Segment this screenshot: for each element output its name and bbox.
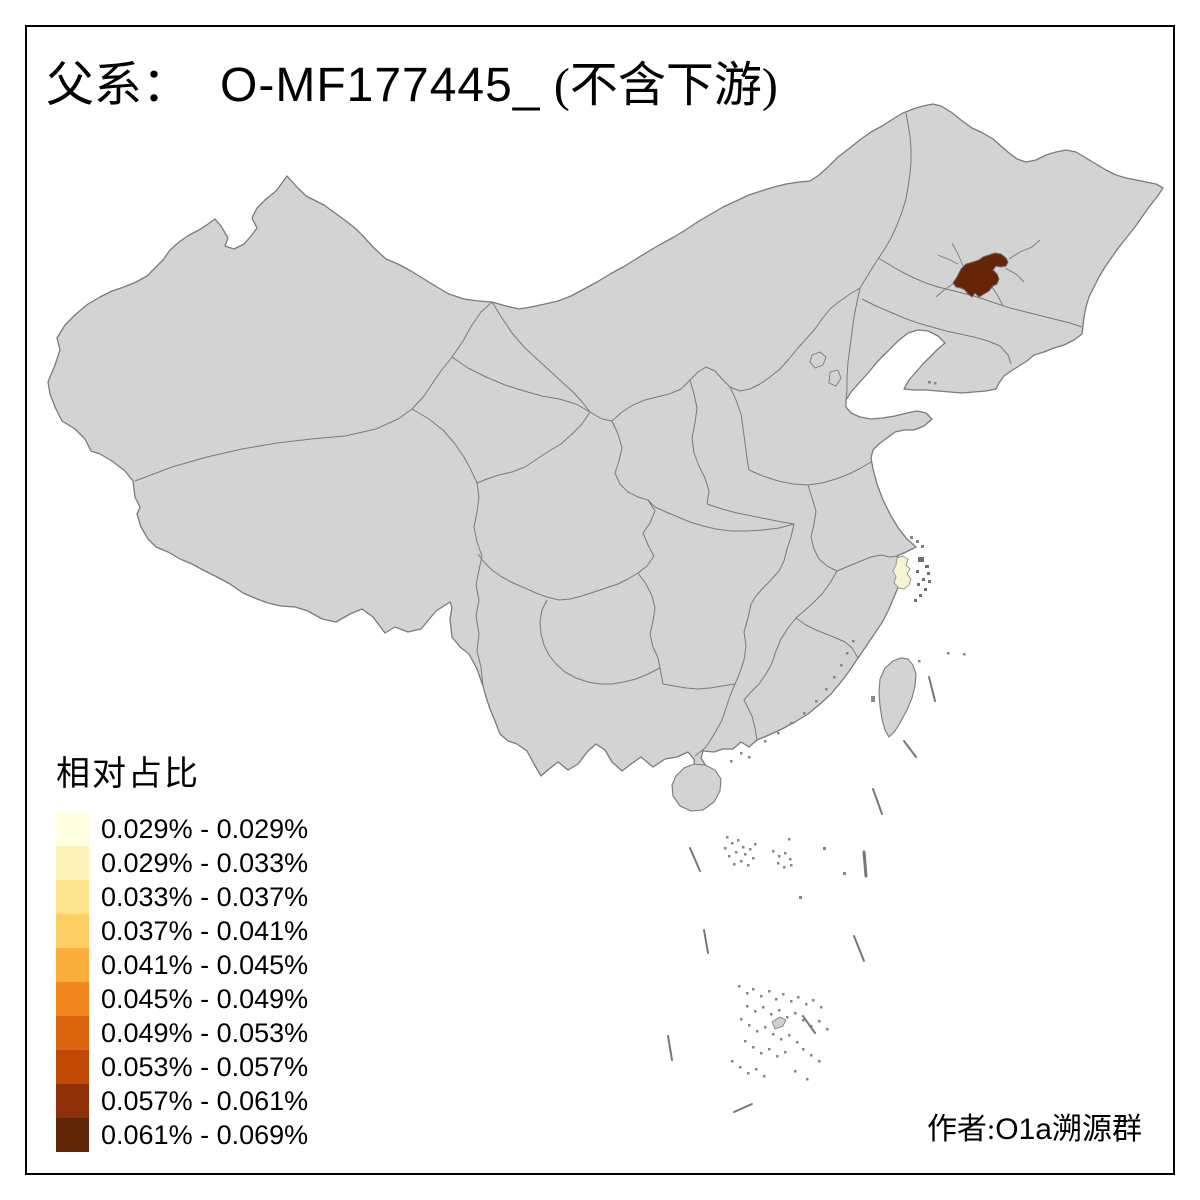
legend-label-9: 0.057% - 0.061%: [101, 1085, 309, 1116]
province-borders: [134, 112, 1083, 757]
legend-label-6: 0.045% - 0.049%: [101, 983, 309, 1014]
legend-label-4: 0.037% - 0.041%: [101, 915, 309, 946]
author-credit: 作者:O1a溯源群: [927, 1104, 1142, 1148]
legend-swatch-1: [56, 812, 89, 846]
legend-row: 0.061% - 0.069%: [56, 1118, 308, 1152]
author-code: O1a: [995, 1113, 1052, 1146]
legend-label-2: 0.029% - 0.033%: [101, 847, 309, 878]
legend-row: 0.029% - 0.029%: [56, 812, 308, 846]
legend-swatch-4: [56, 914, 89, 948]
legend-row: 0.057% - 0.061%: [56, 1084, 308, 1118]
legend-row: 0.037% - 0.041%: [56, 914, 308, 948]
legend-row: 0.049% - 0.053%: [56, 1016, 308, 1050]
legend-label-10: 0.061% - 0.069%: [101, 1119, 309, 1150]
author-suffix: 溯源群: [1052, 1113, 1142, 1146]
title-prefix: 父系：: [46, 59, 191, 112]
legend-label-7: 0.049% - 0.053%: [101, 1017, 309, 1048]
legend-label-3: 0.033% - 0.037%: [101, 881, 309, 912]
page-title: 父系： O-MF177445_ (不含下游): [46, 58, 778, 113]
map-legend: 相对占比 0.029% - 0.029% 0.029% - 0.033% 0.0…: [56, 746, 308, 1152]
legend-swatch-10: [56, 1118, 89, 1152]
nine-dash-line: [667, 676, 936, 1113]
legend-label-5: 0.041% - 0.045%: [101, 949, 309, 980]
china-mainland: [47, 103, 1164, 777]
legend-title: 相对占比: [56, 756, 200, 793]
municipal-borders: [809, 351, 842, 387]
zhoushan-dots: [914, 557, 931, 602]
legend-swatch-2: [56, 846, 89, 880]
legend-label-8: 0.053% - 0.057%: [101, 1051, 309, 1082]
legend-label-1: 0.029% - 0.029%: [101, 813, 309, 844]
legend-swatch-7: [56, 1016, 89, 1050]
legend-row: 0.041% - 0.045%: [56, 948, 308, 982]
taiwan-island: [878, 657, 917, 738]
hainan-island: [671, 763, 722, 812]
legend-row: 0.033% - 0.037%: [56, 880, 308, 914]
legend-row: 0.029% - 0.033%: [56, 846, 308, 880]
title-suffix: (不含下游): [553, 59, 778, 112]
plot-frame: [25, 25, 1175, 1175]
legend-swatch-9: [56, 1084, 89, 1118]
penghu-islet: [871, 696, 875, 702]
prefecture-borders-northeast: [935, 239, 1041, 307]
region-highlight-high: [952, 252, 1009, 298]
legend-swatch-5: [56, 948, 89, 982]
spratly-islet: [771, 1016, 787, 1030]
legend-row: 0.053% - 0.057%: [56, 1050, 308, 1084]
title-haplogroup-code: O-MF177445_: [220, 59, 541, 112]
author-prefix: 作者:: [926, 1113, 996, 1146]
legend-swatch-6: [56, 982, 89, 1016]
legend-swatch-8: [56, 1050, 89, 1084]
region-highlight-low: [892, 555, 912, 590]
legend-swatch-3: [56, 880, 89, 914]
legend-row: 0.045% - 0.049%: [56, 982, 308, 1016]
